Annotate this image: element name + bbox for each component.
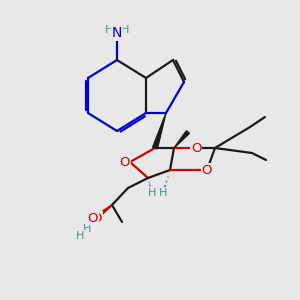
Text: H: H — [105, 25, 113, 35]
Text: O: O — [191, 142, 201, 154]
Text: H: H — [159, 188, 167, 198]
Text: H: H — [76, 231, 84, 241]
Polygon shape — [153, 113, 166, 149]
Text: H: H — [121, 25, 129, 35]
Polygon shape — [174, 131, 190, 148]
Text: O: O — [92, 212, 102, 224]
Polygon shape — [96, 205, 112, 219]
Text: O: O — [88, 212, 98, 224]
Text: H: H — [148, 188, 156, 198]
Text: N: N — [112, 26, 122, 40]
Text: O: O — [202, 164, 212, 176]
Text: O: O — [120, 155, 130, 169]
Text: H: H — [83, 224, 91, 234]
